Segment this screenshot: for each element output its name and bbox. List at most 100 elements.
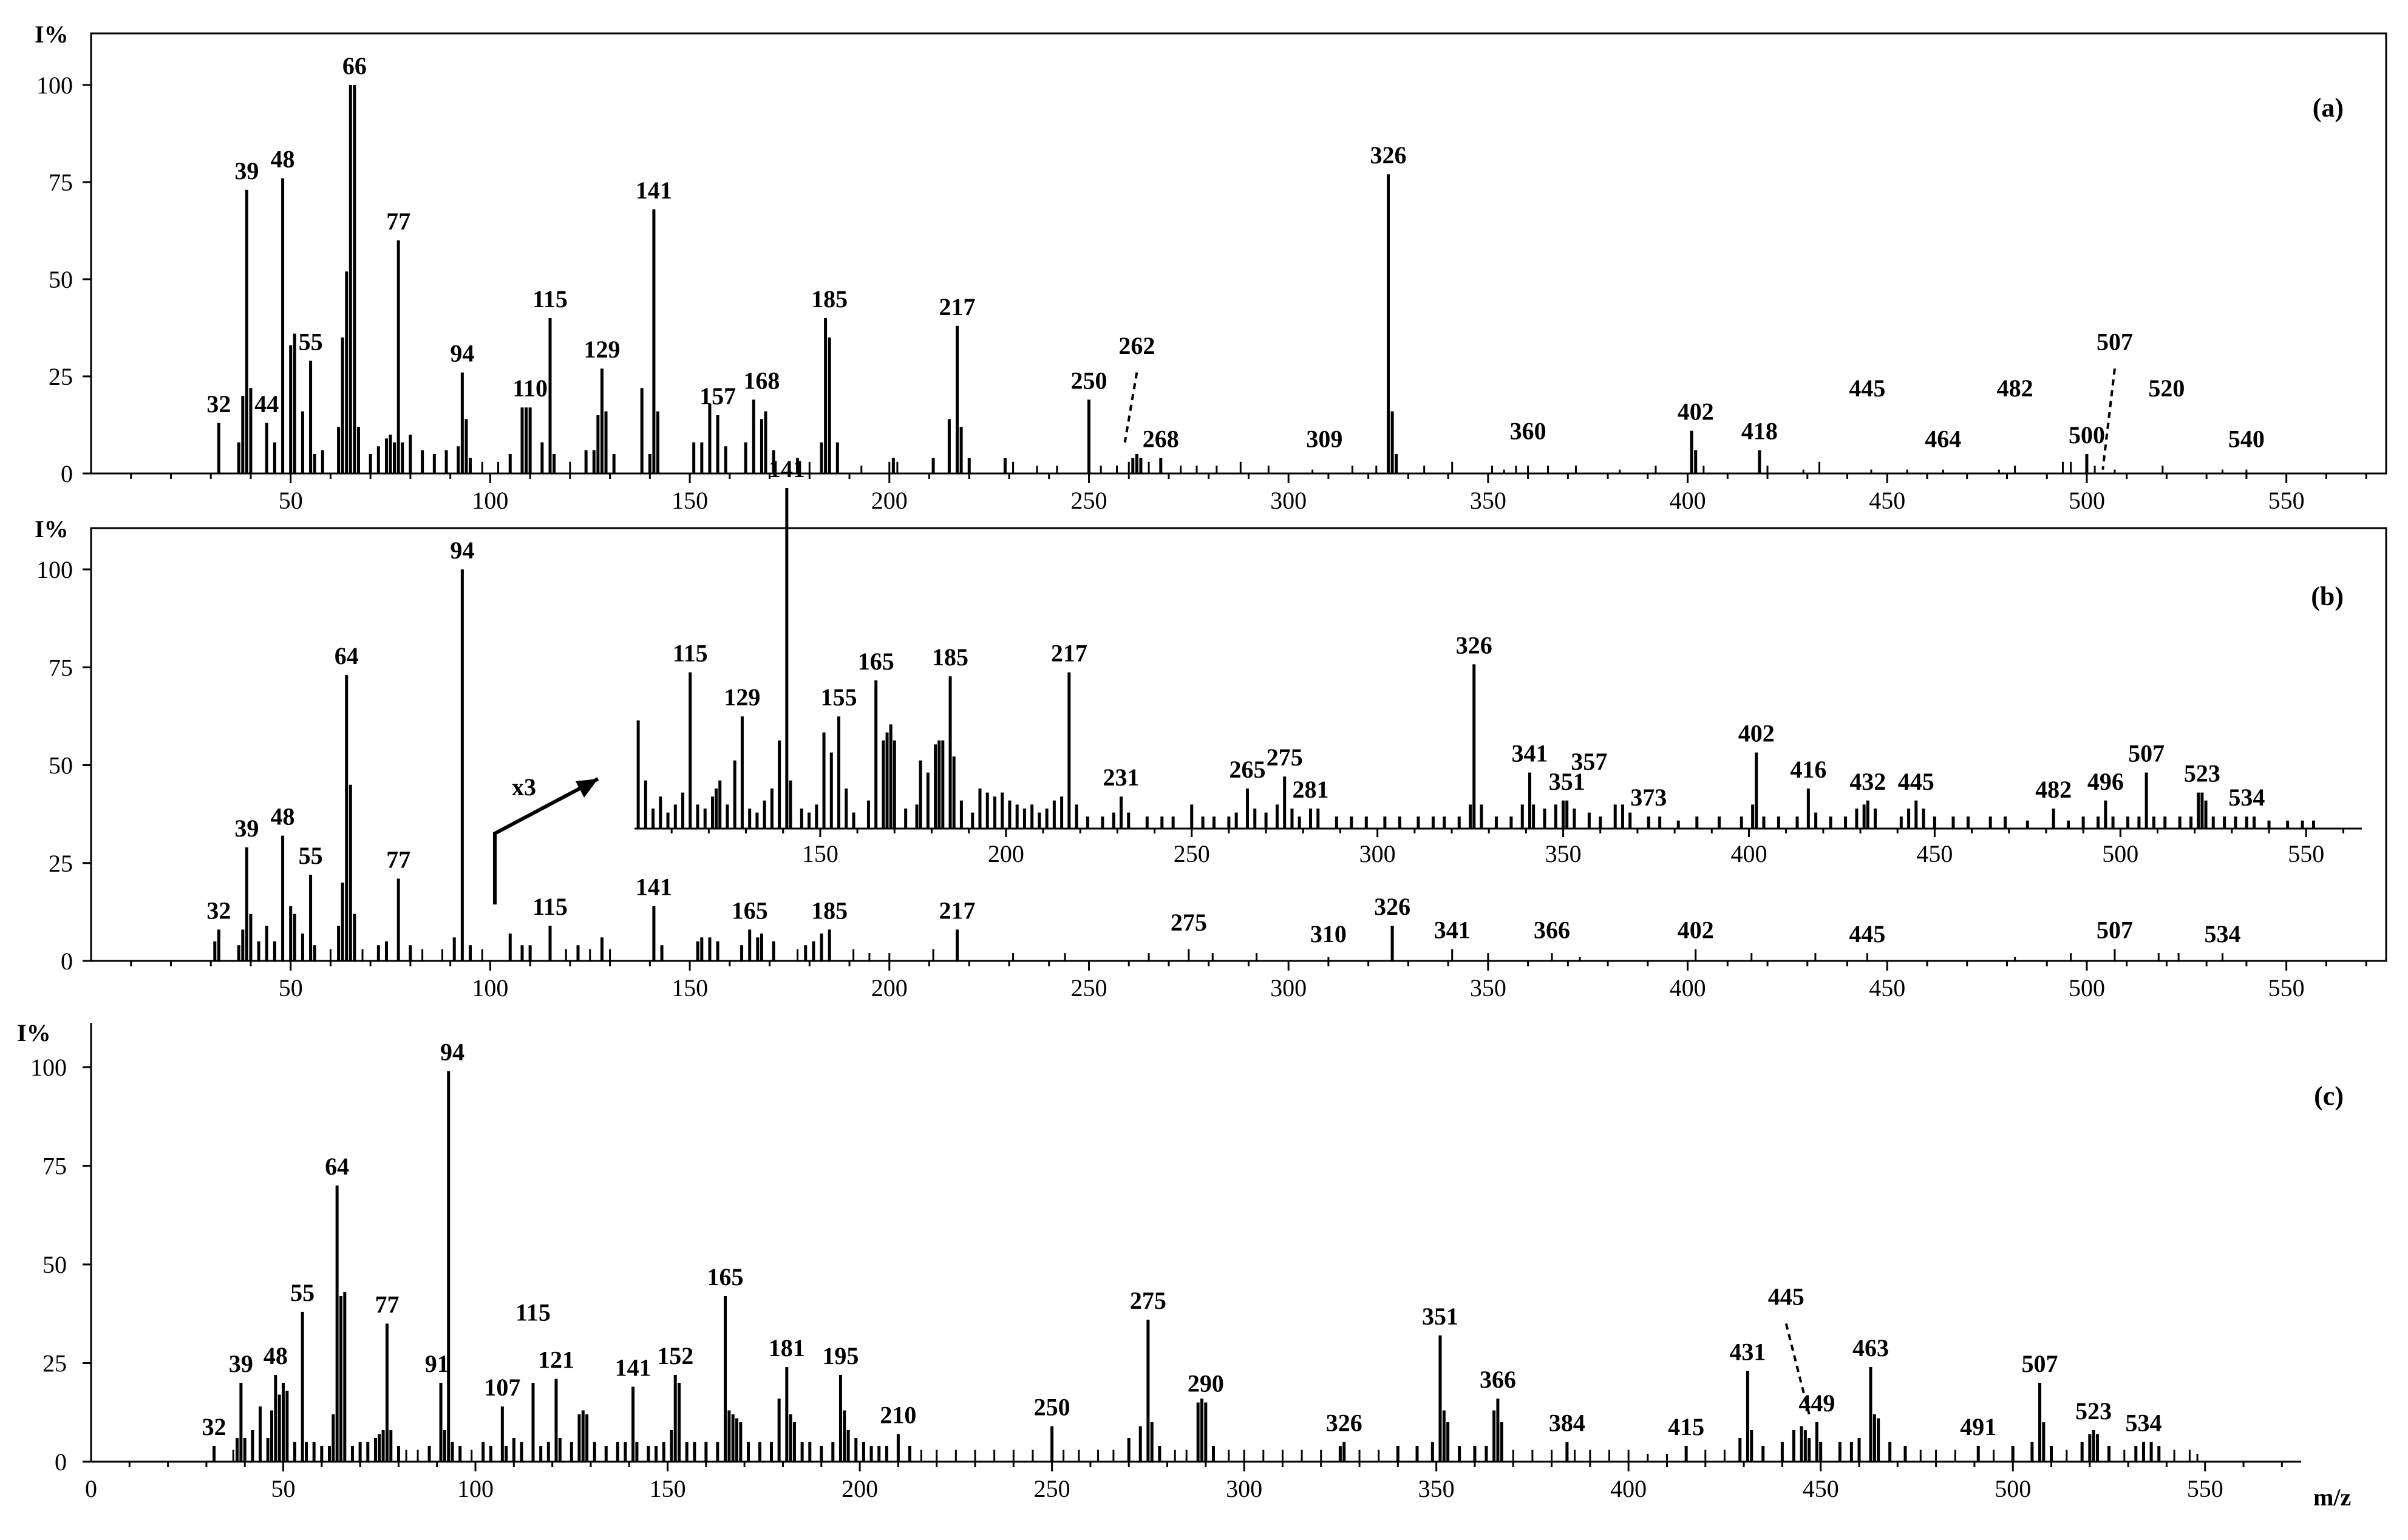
inset-peak-label: 115 [673, 640, 708, 667]
peak-label: 48 [264, 1342, 288, 1369]
peak-label: 168 [743, 367, 780, 394]
inset-x-tick-label: 300 [1359, 840, 1396, 867]
x-tick-label: 100 [472, 974, 508, 1002]
y-tick-label: 0 [61, 948, 73, 975]
x-tick-label: 200 [871, 487, 908, 514]
x-tick-label: 500 [2069, 487, 2105, 514]
x-tick-label: 400 [1670, 974, 1706, 1002]
x-tick-label: 0 [85, 1475, 97, 1502]
x-tick-label: 550 [2268, 974, 2305, 1002]
peak-label: 445 [1768, 1283, 1804, 1311]
peak-label: 32 [202, 1413, 226, 1440]
x-tick-label: 550 [2268, 487, 2305, 514]
spectrum-panel-c: I% (c) m/z 0 25 50 75 100 0 50 100 150 200 250 300 3… [17, 1019, 2351, 1511]
y-tick-label: 0 [55, 1448, 67, 1476]
panel-b-ylabel: I% [35, 515, 69, 543]
inset-peak-label: 534 [2228, 784, 2265, 811]
x-tick-label: 550 [2187, 1475, 2223, 1502]
peak-label: 366 [1534, 917, 1570, 944]
inset-peak-label: 165 [858, 648, 894, 675]
x-tick-label: 50 [279, 974, 303, 1002]
peak-label: 290 [1188, 1370, 1224, 1397]
x-tick-label: 250 [1070, 974, 1107, 1002]
x-tick-label: 450 [1869, 974, 1905, 1002]
inset-peak-label: 351 [1549, 768, 1585, 795]
panel-c-label: (c) [2314, 1081, 2344, 1111]
peak-label: 115 [532, 893, 568, 920]
spectrum-panel-b: I% (b) x3 0 25 50 75 100 50 100 150 200 250 300 350… [35, 455, 2387, 1002]
inset-peak-label: 141 [769, 455, 805, 483]
peak-label: 77 [375, 1291, 399, 1318]
x-tick-label: 150 [672, 974, 708, 1002]
peak-label: 507 [2097, 328, 2133, 355]
peak-label: 115 [532, 285, 568, 313]
peak-label: 77 [386, 208, 410, 235]
inset-x-tick-label: 400 [1730, 840, 1767, 867]
peak-label: 351 [1422, 1303, 1458, 1330]
spectrum-panel-a: I% (a) 0 25 50 75 100 50 100 150 200 250 300 350 400… [35, 21, 2387, 514]
inset-peak-label: 265 [1230, 756, 1266, 783]
x-tick-label: 50 [279, 487, 303, 514]
peak-label: 360 [1510, 418, 1546, 445]
inset-peak-label: 416 [1790, 756, 1826, 783]
peak-label: 341 [1434, 917, 1471, 944]
peak-label: 55 [299, 842, 323, 869]
peak-label: 326 [1370, 141, 1407, 169]
peak-label: 64 [335, 642, 359, 670]
x-tick-label: 400 [1610, 1475, 1647, 1502]
peak-label: 445 [1849, 375, 1885, 402]
peak-label: 250 [1070, 367, 1107, 394]
peak-label: 250 [1034, 1394, 1070, 1421]
peak-label: 55 [299, 328, 323, 355]
inset-peak-label: 275 [1267, 744, 1303, 771]
peak-label: 141 [636, 177, 672, 204]
peak-label: 431 [1729, 1338, 1766, 1366]
inset-x-tick-label: 200 [988, 840, 1024, 867]
panel-c-ylabel: I% [17, 1019, 51, 1046]
peak-label: 55 [290, 1279, 315, 1306]
inset-x-tick-label: 500 [2102, 840, 2138, 867]
peak-label: 275 [1130, 1287, 1166, 1314]
peak-label: 366 [1480, 1366, 1516, 1393]
inset-x-tick-label: 550 [2288, 840, 2324, 867]
x-tick-label: 250 [1034, 1475, 1070, 1502]
inset-peak-label: 523 [2184, 760, 2220, 787]
peak-label: 94 [450, 340, 474, 367]
peak-label: 210 [880, 1402, 916, 1429]
x-tick-label: 300 [1226, 1475, 1262, 1502]
x-tick-label: 150 [650, 1475, 686, 1502]
peak-label: 39 [229, 1350, 253, 1377]
inset-peak-label: 507 [2128, 740, 2165, 767]
x-tick-label: 100 [472, 487, 508, 514]
x-tick-label: 200 [871, 974, 908, 1002]
inset-x-tick-label: 350 [1545, 840, 1582, 867]
peak-label: 91 [425, 1350, 449, 1377]
peak-label: 482 [1997, 375, 2033, 402]
leader-line [1123, 372, 1138, 443]
y-tick-label: 25 [49, 363, 73, 390]
peak-label: 157 [699, 382, 736, 410]
peak-label: 507 [2097, 917, 2133, 944]
y-tick-label: 75 [49, 169, 73, 196]
y-tick-label: 100 [36, 556, 73, 583]
peak-label: 491 [1960, 1413, 1996, 1440]
inset-peak-label: 341 [1512, 740, 1548, 767]
inset-x-tick-label: 450 [1916, 840, 1953, 867]
y-tick-label: 100 [36, 72, 73, 99]
peak-label: 66 [342, 52, 367, 80]
x-tick-label: 350 [1470, 487, 1506, 514]
peak-label: 141 [615, 1354, 651, 1382]
panel-b-label: (b) [2311, 582, 2344, 611]
peak-label: 165 [707, 1263, 744, 1291]
peak-label: 32 [206, 390, 231, 418]
peak-label: 326 [1326, 1409, 1362, 1437]
leader-line [1784, 1323, 1811, 1415]
inset-arrow-head [576, 779, 598, 798]
y-tick-label: 25 [43, 1350, 67, 1377]
peak-label: 217 [939, 897, 976, 924]
peak-label: 185 [811, 285, 848, 313]
peak-label: 141 [636, 873, 672, 901]
peak-label: 195 [822, 1342, 859, 1369]
x-tick-label: 250 [1070, 487, 1107, 514]
x-tick-label: 350 [1418, 1475, 1455, 1502]
